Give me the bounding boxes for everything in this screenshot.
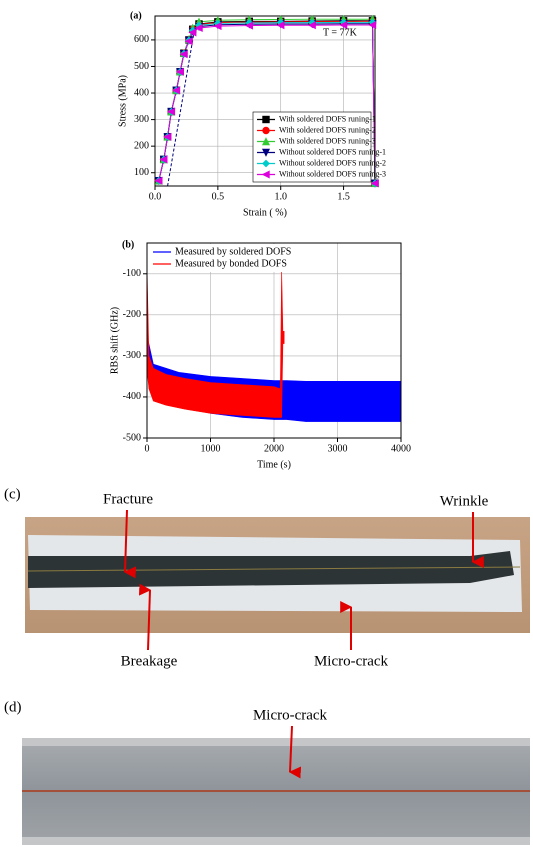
marker bbox=[194, 23, 203, 32]
marker bbox=[154, 176, 163, 185]
y-tick-label: -200 bbox=[123, 309, 141, 320]
y-tick-label: -300 bbox=[123, 350, 141, 361]
marker bbox=[244, 21, 253, 30]
marker bbox=[188, 28, 197, 37]
y-tick-label: 400 bbox=[134, 87, 149, 98]
y-tick-label: -100 bbox=[123, 268, 141, 279]
fiber bbox=[27, 566, 521, 572]
arrow bbox=[139, 583, 152, 651]
panel-label: (a) bbox=[130, 10, 142, 21]
y-axis-label: Stress (MPa) bbox=[117, 75, 128, 127]
x-tick-label: 2000 bbox=[264, 443, 284, 454]
y-tick-label: 200 bbox=[134, 140, 149, 151]
legend-label: Measured by soldered DOFS bbox=[175, 246, 291, 257]
marker bbox=[167, 107, 176, 116]
legend-label: Without soldered DOFS runing-3 bbox=[279, 169, 386, 178]
edge bbox=[22, 738, 530, 746]
marker bbox=[163, 132, 172, 141]
legend-label: Without soldered DOFS runing-2 bbox=[279, 158, 386, 167]
arrow bbox=[288, 725, 302, 779]
legend-label: With soldered DOFS runing-1 bbox=[279, 114, 376, 123]
marker bbox=[179, 50, 188, 59]
legend-box bbox=[149, 244, 295, 272]
x-tick-label: 0 bbox=[145, 443, 150, 454]
x-tick-label: 3000 bbox=[328, 443, 348, 454]
marker bbox=[172, 86, 181, 95]
annotation: Micro-crack bbox=[314, 653, 389, 669]
y-tick-label: 500 bbox=[134, 61, 149, 72]
legend: With soldered DOFS runing-1 With soldered… bbox=[252, 111, 386, 183]
legend-marker bbox=[262, 126, 270, 135]
marker bbox=[370, 179, 379, 188]
y-tick-label: -400 bbox=[123, 391, 141, 402]
marker bbox=[276, 21, 285, 30]
legend-label: With soldered DOFS runing-3 bbox=[279, 136, 376, 145]
y-axis-label: RBS shift (GHz) bbox=[109, 307, 120, 374]
marker bbox=[175, 67, 184, 76]
annotation: T = 77K bbox=[323, 27, 358, 38]
marker bbox=[184, 37, 193, 46]
y-tick-label: 300 bbox=[134, 114, 149, 125]
x-axis-label: Time (s) bbox=[257, 459, 291, 470]
marker bbox=[213, 22, 222, 31]
guide-line bbox=[167, 25, 196, 187]
chart: 0.0 0.5 1.0 1.5 100 200 300 400 500 600 (a) Strain … bbox=[117, 10, 386, 218]
edge bbox=[22, 837, 530, 845]
legend-marker bbox=[261, 170, 270, 179]
annotation: Fracture bbox=[103, 491, 153, 507]
legend-marker bbox=[262, 159, 270, 168]
annotation: Breakage bbox=[121, 653, 178, 669]
marker bbox=[307, 21, 316, 30]
marker bbox=[339, 21, 348, 30]
plot-frame bbox=[146, 242, 402, 439]
annotation: Micro-crack bbox=[253, 707, 328, 723]
x-tick-label: 1.5 bbox=[337, 191, 350, 202]
y-tick-label: 600 bbox=[134, 34, 149, 45]
y-tick-label: 100 bbox=[134, 167, 149, 178]
legend-label: With soldered DOFS runing-2 bbox=[279, 125, 376, 134]
photo-d: (d) Micro-crack bbox=[4, 699, 530, 845]
legend-marker bbox=[261, 137, 271, 146]
plot-frame bbox=[154, 15, 376, 187]
panel-label: (c) bbox=[4, 486, 21, 502]
marker bbox=[159, 155, 168, 164]
legend-label: Measured by bonded DOFS bbox=[175, 258, 287, 269]
arrow bbox=[123, 509, 136, 579]
photo-c: (c) Fracture Wrinkle Breakage Micro-crac… bbox=[4, 486, 530, 669]
x-tick-label: 1000 bbox=[201, 443, 221, 454]
legend-marker bbox=[262, 115, 270, 124]
marker bbox=[368, 21, 377, 30]
legend-label: Without soldered DOFS runing-1 bbox=[279, 147, 386, 156]
chart: 0 1000 2000 3000 4000 -500 -400 -300 -200 -100 (b)… bbox=[109, 239, 411, 470]
x-axis-label: Strain ( %) bbox=[243, 207, 287, 218]
x-tick-label: 0.5 bbox=[212, 191, 225, 202]
x-tick-label: 1.0 bbox=[274, 191, 287, 202]
annotation: Wrinkle bbox=[440, 493, 489, 509]
legend-box bbox=[252, 111, 372, 183]
y-tick-label: -500 bbox=[123, 432, 141, 443]
legend-marker bbox=[261, 148, 271, 157]
x-tick-label: 4000 bbox=[391, 443, 411, 454]
x-tick-label: 0.0 bbox=[149, 191, 162, 202]
panel-label: (b) bbox=[122, 239, 134, 250]
band bbox=[146, 265, 285, 418]
panel-label: (d) bbox=[4, 699, 22, 715]
